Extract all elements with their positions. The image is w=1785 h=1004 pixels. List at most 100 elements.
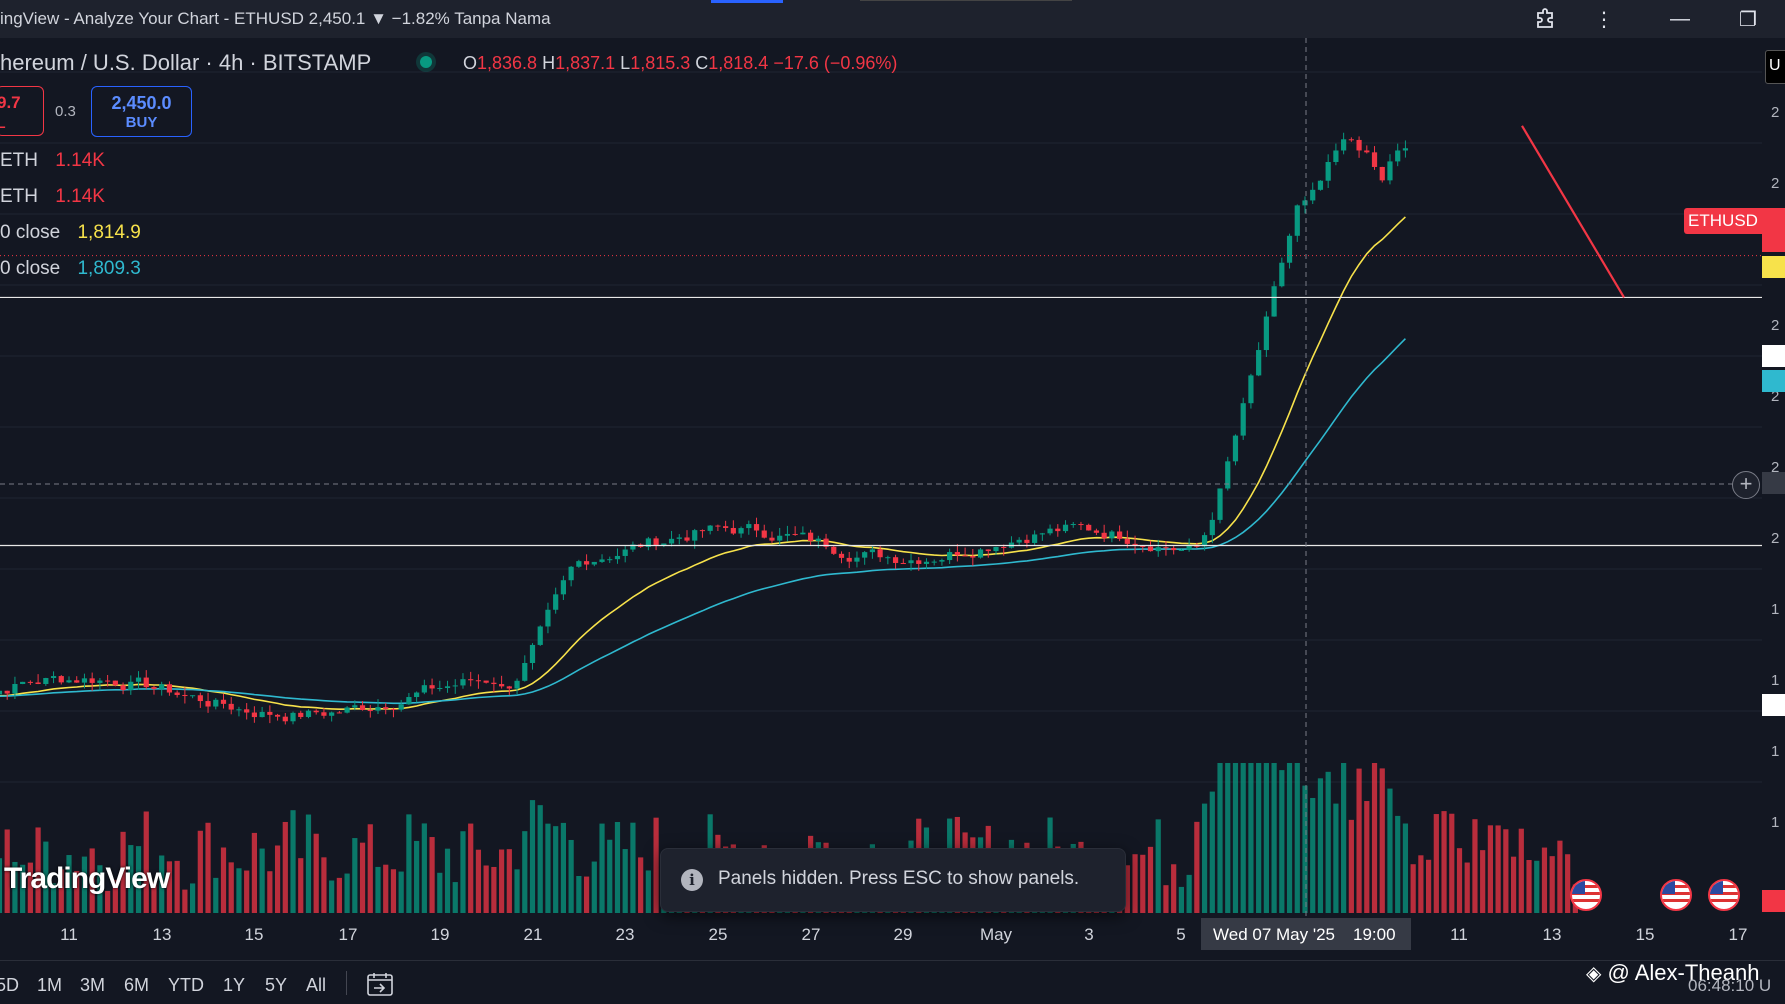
candle-body (1140, 545, 1146, 547)
candle-body (159, 684, 165, 689)
candle-body (1317, 180, 1324, 190)
candle-body (591, 561, 597, 565)
time-axis-label: 11 (60, 925, 78, 944)
currency-label[interactable]: U (1765, 50, 1785, 84)
timeframe-5d[interactable]: 5D (0, 975, 20, 995)
tab-separator (860, 0, 1072, 1)
volume-bar (128, 845, 134, 913)
candle-body (1194, 545, 1200, 547)
last-price-tag (1762, 208, 1785, 252)
candle-body (58, 676, 64, 683)
timeframe-all[interactable]: All (306, 975, 327, 995)
indicator-row[interactable]: ETH 1.14K (0, 150, 105, 172)
candle-body (97, 680, 103, 683)
candle-body (143, 677, 149, 688)
candle-body (854, 557, 860, 562)
time-axis-label: 17 (338, 925, 358, 944)
candle-body (614, 555, 621, 560)
candle-body (244, 709, 250, 713)
candle-body (1240, 403, 1246, 436)
price-chart[interactable] (0, 38, 1762, 916)
volume-bar (120, 831, 126, 913)
volume-bar (1178, 886, 1184, 913)
volume-bar (1364, 801, 1370, 913)
volume-bar (352, 838, 358, 913)
bottom-toolbar: 5D 1M 3M 6M YTD 1Y 5Y All (0, 960, 1785, 1004)
volume-bar (1194, 821, 1200, 913)
volume-bar (43, 841, 49, 913)
indicator-name: 0 close (0, 222, 61, 243)
indicator-row[interactable]: 0 close 1,809.3 (0, 258, 141, 280)
sell-button[interactable]: 9.7 L (0, 86, 44, 136)
candle-body (274, 714, 281, 717)
candle-body (769, 537, 775, 541)
time-axis-label: 13 (152, 925, 172, 944)
volume-bar (1302, 785, 1308, 913)
restore-button[interactable]: ❐ (1728, 4, 1768, 34)
candle-body (1062, 524, 1069, 532)
buy-button[interactable]: 2,450.0 BUY (91, 86, 192, 137)
go-to-date-icon[interactable] (366, 971, 394, 997)
volume-bar (1286, 763, 1293, 913)
volume-bar (1526, 860, 1532, 913)
clock[interactable]: 06:48:10 U (1688, 976, 1772, 995)
candle-body (954, 552, 960, 556)
volume-bar (514, 869, 520, 913)
diamond-icon: ◈ (1586, 963, 1602, 985)
candle-body (1325, 162, 1331, 181)
timeframe-6m[interactable]: 6M (124, 975, 150, 995)
candle-body (128, 681, 134, 690)
candle-body (89, 678, 95, 683)
candle-body (282, 716, 288, 722)
us-flag-icon[interactable] (1708, 879, 1740, 911)
us-flag-icon[interactable] (1660, 879, 1692, 911)
candle-body (939, 560, 945, 562)
timeframe-ytd[interactable]: YTD (168, 975, 204, 995)
chart-pane[interactable] (0, 38, 1762, 916)
volume-bar (1132, 854, 1138, 913)
more-options-button[interactable]: ⋮ (1584, 4, 1624, 34)
minimize-button[interactable]: — (1660, 4, 1700, 34)
candle-body (684, 537, 690, 541)
volume-bar (166, 861, 173, 913)
candle-body (390, 708, 397, 710)
volume-bar (298, 858, 304, 913)
price-axis-label: 2 (1771, 175, 1780, 192)
volume-bar (545, 823, 551, 913)
indicator-row[interactable]: 0 close 1,814.9 (0, 222, 141, 244)
timeframe-1y[interactable]: 1Y (223, 975, 246, 995)
timeframe-5y[interactable]: 5Y (265, 975, 288, 995)
volume-bar (305, 814, 312, 913)
candle-body (838, 553, 845, 558)
volume-bar (1534, 860, 1540, 913)
candle-body (1371, 152, 1378, 167)
extensions-icon[interactable] (1526, 4, 1566, 34)
candle-body (1310, 189, 1316, 201)
candle-body (815, 538, 821, 541)
add-alert-icon[interactable]: + (1732, 471, 1760, 499)
volume-bar (1565, 854, 1571, 913)
candle-body (916, 560, 922, 564)
volume-bar (1263, 763, 1269, 913)
candle-body (900, 562, 906, 564)
candle-body (1263, 316, 1269, 351)
candle-body (336, 712, 342, 714)
candle-body (1286, 235, 1293, 263)
volume-bar (1124, 865, 1130, 913)
symbol-description[interactable]: hereum / U.S. Dollar · 4h · BITSTAMP (0, 50, 372, 75)
volume-bar (66, 855, 72, 913)
candle-body (359, 705, 366, 710)
volume-bar (568, 839, 574, 913)
volume-bar (143, 811, 149, 913)
us-flag-icon[interactable] (1570, 879, 1602, 911)
volume-bar (220, 847, 227, 913)
candle-body (1356, 139, 1362, 151)
timeframe-3m[interactable]: 3M (80, 975, 106, 995)
candle-body (313, 710, 319, 713)
candle-body (468, 679, 474, 681)
volume-bar (599, 823, 605, 913)
timeframe-1m[interactable]: 1M (37, 975, 63, 995)
indicator-row[interactable]: ETH 1.14K (0, 186, 105, 208)
time-axis-label: 13 (1542, 925, 1562, 944)
volume-bar (1333, 803, 1339, 913)
